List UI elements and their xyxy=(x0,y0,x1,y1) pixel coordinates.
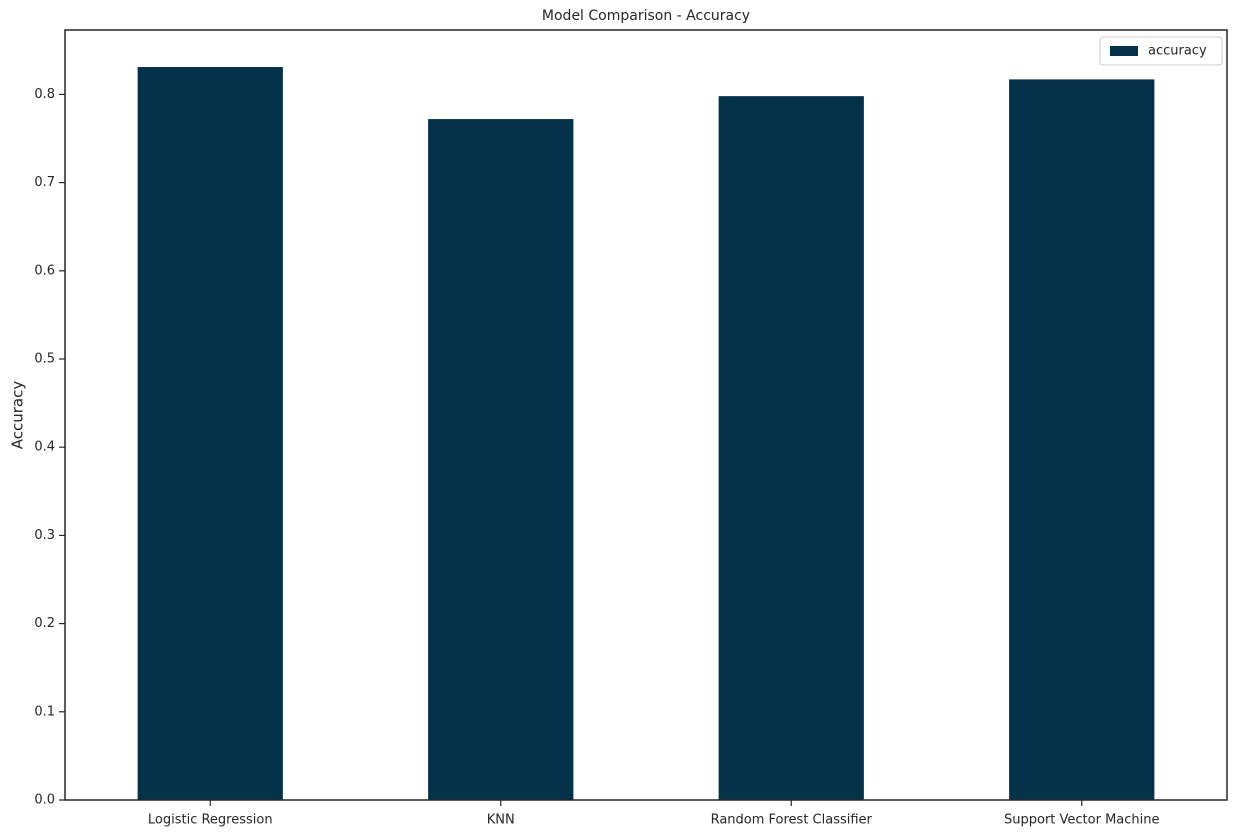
y-tick-label: 0.1 xyxy=(34,704,55,719)
y-tick-label: 0.2 xyxy=(34,616,55,631)
y-tick-label: 0.4 xyxy=(34,440,55,455)
y-tick-label: 0.7 xyxy=(34,175,55,190)
x-tick-label: Logistic Regression xyxy=(148,813,273,828)
legend-swatch xyxy=(1110,46,1138,56)
x-tick-label: KNN xyxy=(487,813,515,828)
x-tick-label: Random Forest Classifier xyxy=(711,813,873,828)
bar xyxy=(1009,79,1155,801)
bar xyxy=(718,96,864,801)
chart-title: Model Comparison - Accuracy xyxy=(542,8,750,24)
y-tick-label: 0.5 xyxy=(34,351,55,366)
y-tick-label: 0.8 xyxy=(34,87,55,102)
y-tick-label: 0.0 xyxy=(34,793,55,808)
plot-frame xyxy=(64,29,1228,801)
y-tick-label: 0.3 xyxy=(34,528,55,543)
legend-label: accuracy xyxy=(1148,44,1207,59)
legend-box xyxy=(1099,36,1223,66)
bar xyxy=(428,119,574,800)
bar xyxy=(137,67,283,800)
y-tick-label: 0.6 xyxy=(34,263,55,278)
x-tick-label: Support Vector Machine xyxy=(1004,813,1160,828)
y-axis-label: Accuracy xyxy=(9,381,27,450)
